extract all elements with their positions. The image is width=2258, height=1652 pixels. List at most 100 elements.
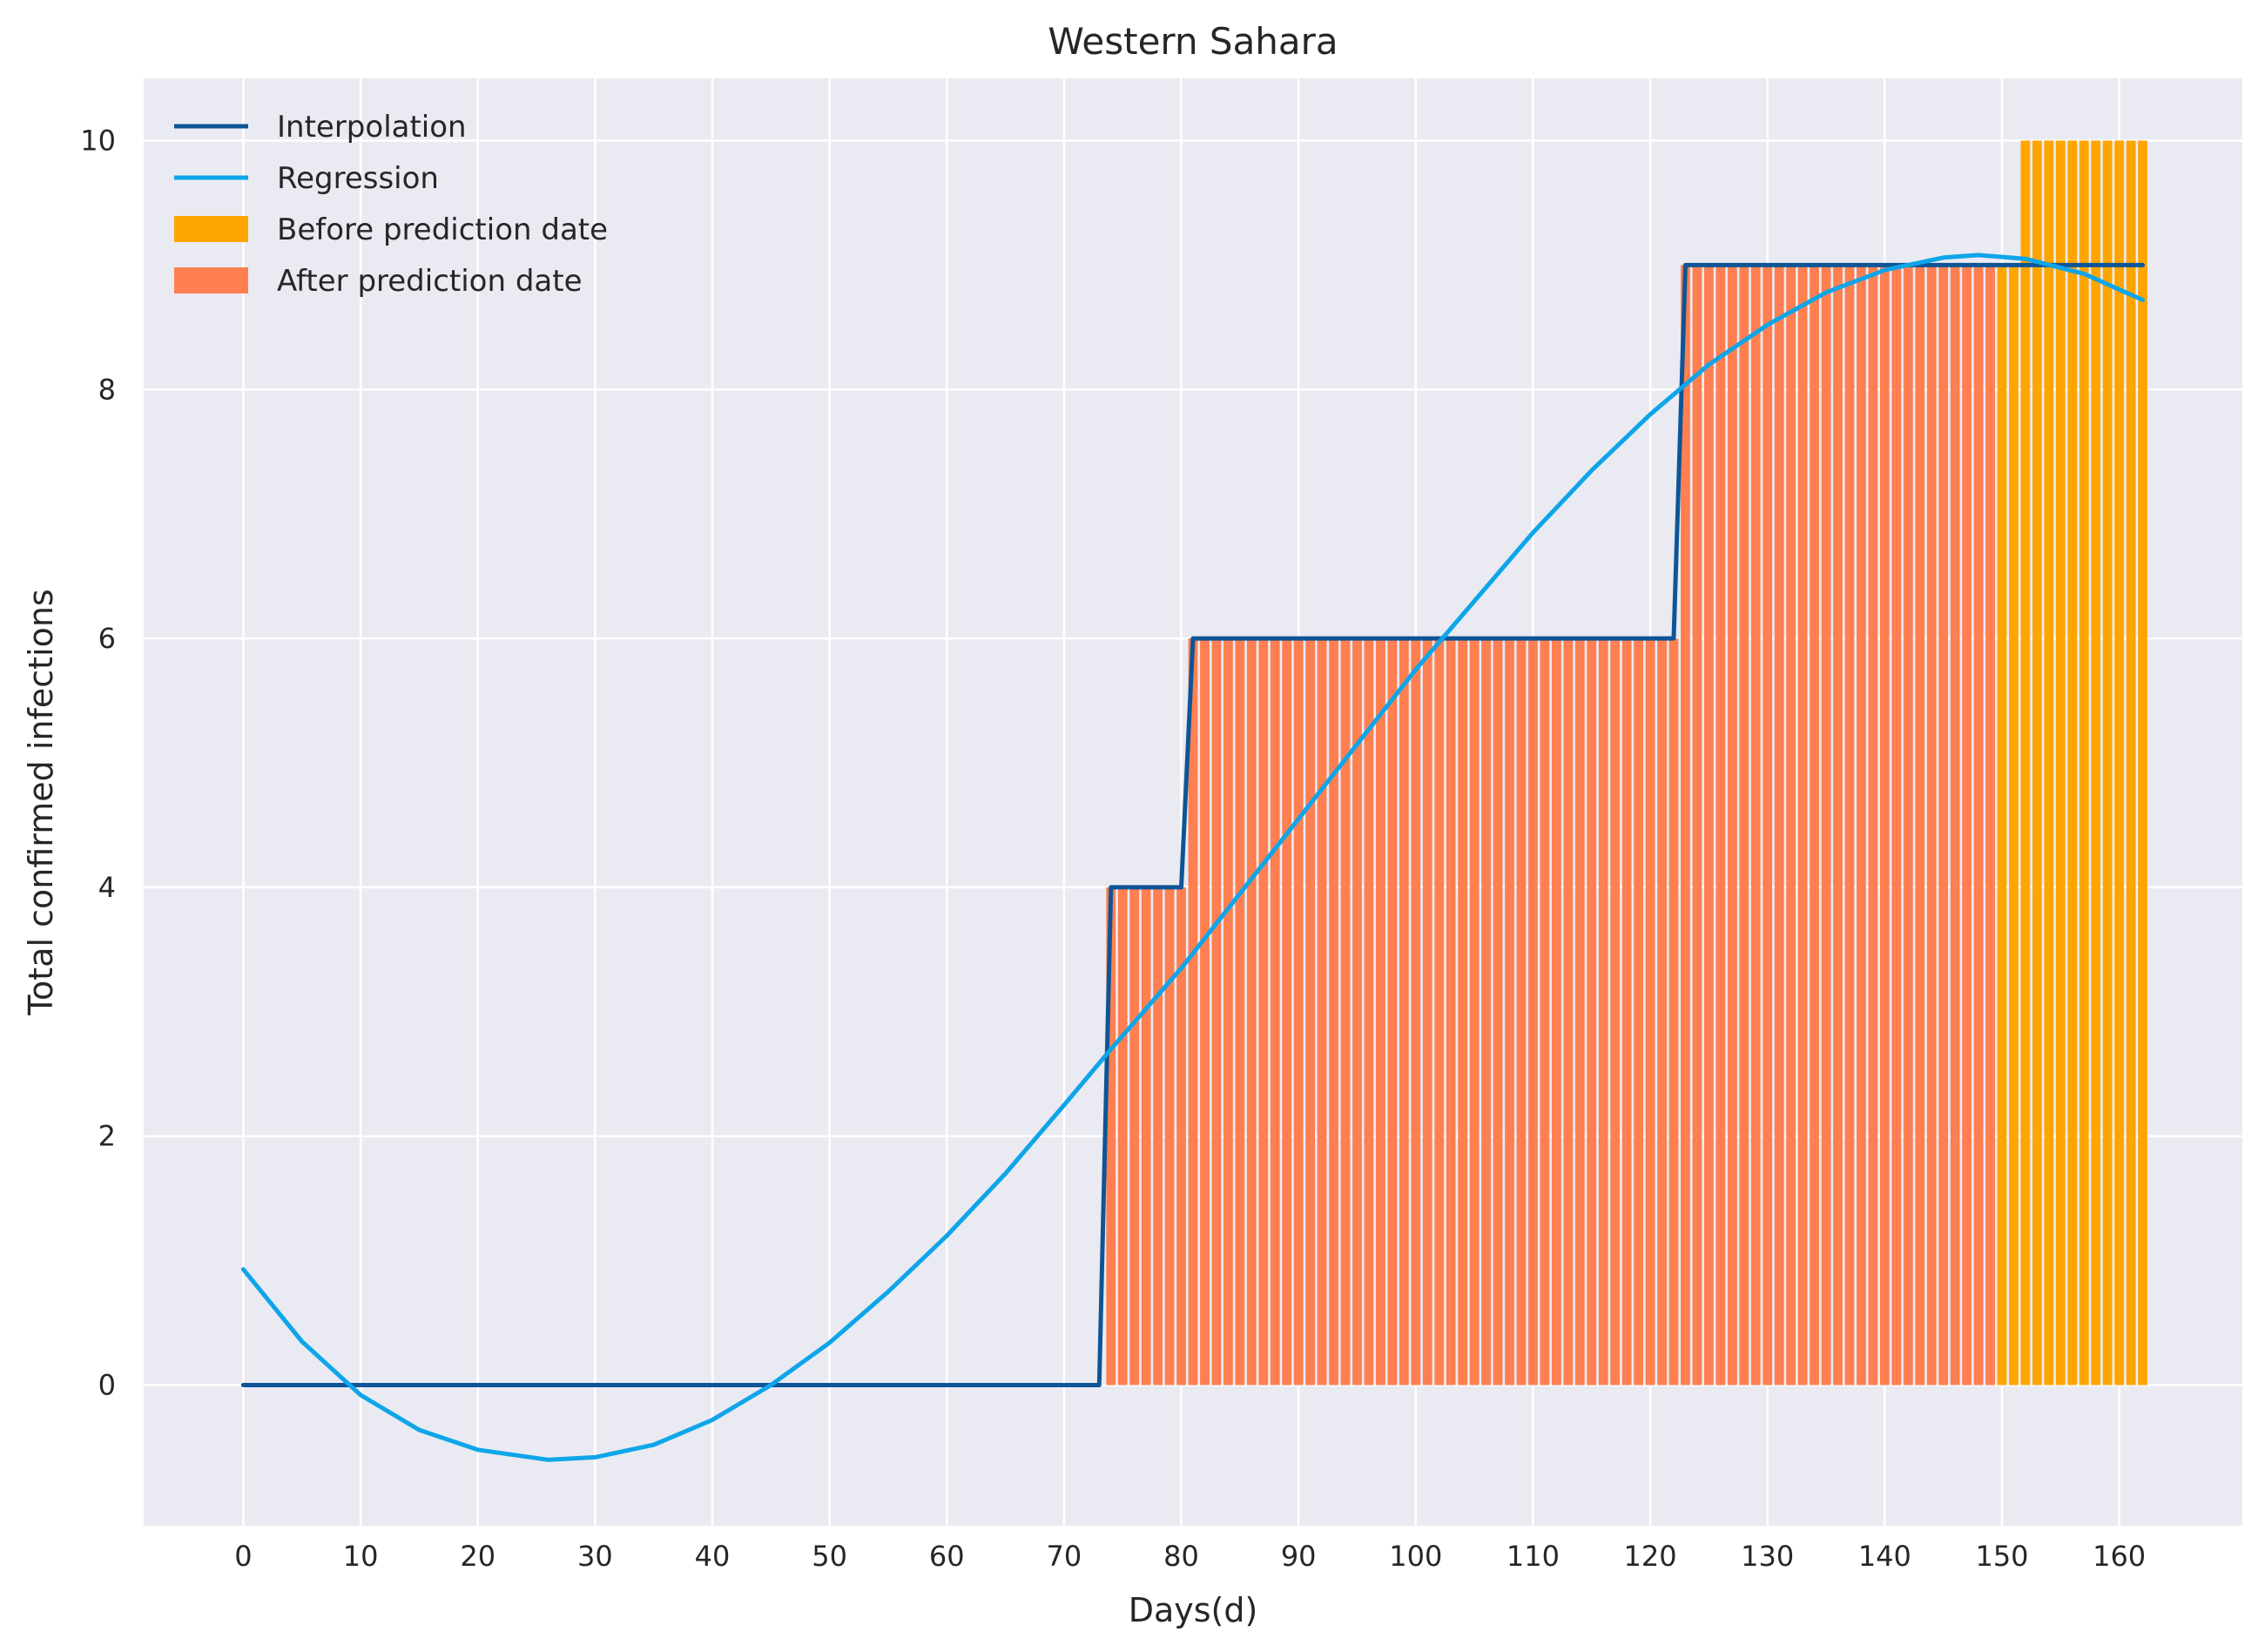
x-tick-label: 130 <box>1741 1540 1794 1573</box>
bar <box>1258 638 1269 1386</box>
bars <box>1106 140 2147 1386</box>
bar <box>1188 638 1198 1386</box>
bar <box>1645 638 1655 1386</box>
bar <box>1739 265 1749 1386</box>
bar <box>1563 638 1574 1386</box>
bar <box>1681 265 1690 1386</box>
bar <box>1938 265 1949 1386</box>
bar <box>1364 638 1374 1386</box>
bar <box>1411 638 1421 1386</box>
y-tick-label: 10 <box>80 124 116 157</box>
x-tick-label: 60 <box>929 1540 965 1573</box>
x-tick-label: 20 <box>460 1540 495 1573</box>
bar <box>1574 638 1585 1386</box>
bar <box>1750 265 1761 1386</box>
bar <box>1469 638 1479 1386</box>
bar <box>1634 638 1644 1386</box>
bar <box>1446 638 1456 1386</box>
bar <box>1505 638 1514 1386</box>
interpolation-line <box>240 262 2146 1387</box>
bar <box>1810 265 1819 1386</box>
bar <box>1376 638 1385 1386</box>
bar <box>1903 265 1913 1386</box>
bar <box>1246 638 1257 1386</box>
legend-label-interpolation: Interpolation <box>277 110 467 145</box>
bar <box>2055 140 2066 1386</box>
x-tick-label: 10 <box>343 1540 379 1573</box>
bar <box>1797 265 1808 1386</box>
bar <box>1915 265 1925 1386</box>
x-tick-labels: 0 10 20 30 40 50 60 70 80 90 100 110 120 130 140 150 160 <box>234 1540 2146 1573</box>
bar <box>1786 265 1796 1386</box>
bar <box>1434 638 1445 1386</box>
bar <box>1352 638 1362 1386</box>
bar <box>2020 140 2031 1386</box>
bar <box>1704 265 1714 1386</box>
y-tick-label: 4 <box>98 871 116 904</box>
legend-label-regression: Regression <box>277 161 439 196</box>
bar <box>1833 265 1843 1386</box>
bar <box>1293 638 1304 1386</box>
bar <box>1200 638 1210 1386</box>
y-tick-label: 2 <box>98 1120 116 1153</box>
bar <box>1106 887 1116 1386</box>
y-tick-labels: 0 2 4 6 8 10 <box>80 124 116 1401</box>
bar <box>1340 638 1351 1386</box>
x-tick-label: 160 <box>2093 1540 2146 1573</box>
bar <box>2079 140 2089 1386</box>
bar <box>1879 265 1890 1386</box>
legend: Interpolation Regression Before predicti… <box>174 110 608 299</box>
bar <box>1621 638 1632 1386</box>
bar <box>1587 638 1597 1386</box>
bar <box>2032 140 2042 1386</box>
y-tick-label: 6 <box>98 622 116 655</box>
bar <box>1997 265 2007 1386</box>
bar <box>1973 265 1984 1386</box>
legend-label-before-prediction: Before prediction date <box>277 212 608 247</box>
bar <box>1141 887 1151 1386</box>
bar <box>1774 265 1784 1386</box>
bar <box>1657 638 1667 1386</box>
lines <box>240 253 2146 1462</box>
x-tick-label: 0 <box>234 1540 252 1573</box>
x-tick-label: 80 <box>1163 1540 1199 1573</box>
bar <box>2044 140 2054 1386</box>
bar <box>1985 265 1995 1386</box>
bar <box>1493 638 1503 1386</box>
bar <box>1282 638 1292 1386</box>
x-tick-label: 90 <box>1281 1540 1317 1573</box>
bar <box>2114 140 2125 1386</box>
bar <box>1891 265 1902 1386</box>
bar <box>1223 638 1233 1386</box>
bar <box>2138 140 2147 1386</box>
bar <box>1610 638 1621 1386</box>
bar <box>1317 638 1327 1386</box>
bar <box>1117 887 1128 1386</box>
regression-line <box>240 253 2146 1462</box>
y-axis-label: Total confirmed infections <box>22 589 60 1015</box>
bar <box>1551 638 1561 1386</box>
bar <box>1668 638 1679 1386</box>
legend-swatch-after-prediction <box>174 267 248 293</box>
bar <box>1528 638 1538 1386</box>
bar <box>1176 887 1186 1386</box>
bar <box>1211 638 1222 1386</box>
y-tick-label: 0 <box>98 1369 116 1402</box>
bar <box>1821 265 1831 1386</box>
bar <box>1868 265 1878 1386</box>
bar <box>1844 265 1855 1386</box>
legend-swatch-before-prediction <box>174 216 248 242</box>
bar <box>1399 638 1409 1386</box>
bar <box>1164 887 1175 1386</box>
bar <box>1926 265 1937 1386</box>
bar <box>1715 265 1726 1386</box>
x-tick-label: 40 <box>695 1540 731 1573</box>
x-tick-label: 150 <box>1975 1540 2028 1573</box>
y-tick-label: 8 <box>98 373 116 406</box>
bar <box>1950 265 1960 1386</box>
x-tick-label: 110 <box>1506 1540 1560 1573</box>
bar <box>1540 638 1550 1386</box>
x-axis-label: Days(d) <box>1129 1591 1258 1629</box>
bar <box>1763 265 1773 1386</box>
bar <box>1481 638 1491 1386</box>
